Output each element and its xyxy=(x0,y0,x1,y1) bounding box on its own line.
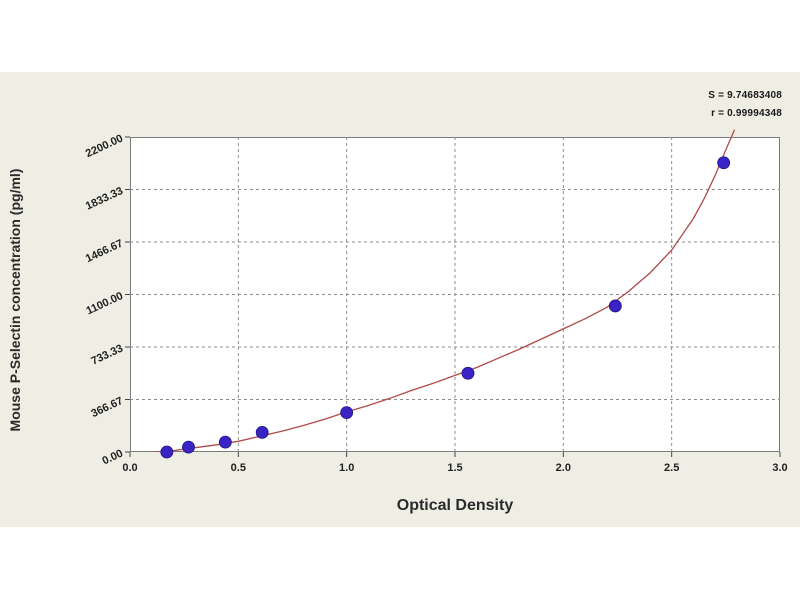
y-tick-label: 0.00 xyxy=(100,447,124,467)
x-tick-label: 1.5 xyxy=(447,462,462,474)
y-tick-label: 1100.00 xyxy=(84,290,125,317)
data-point xyxy=(255,425,269,439)
s-statistic: S = 9.74683408 xyxy=(708,90,782,101)
data-point xyxy=(608,299,622,313)
x-tick-label: 0.5 xyxy=(231,462,246,474)
y-tick-label: 733.33 xyxy=(89,342,125,367)
y-axis-label: Mouse P-Selectin concentration (pg/ml) xyxy=(7,168,23,432)
fit-curve xyxy=(155,129,736,452)
data-point xyxy=(461,366,475,380)
y-tick-label: 366.67 xyxy=(89,395,125,420)
x-tick-label: 2.5 xyxy=(664,462,679,474)
data-point xyxy=(182,440,195,454)
y-tick-label: 2200.00 xyxy=(84,132,125,160)
data-point xyxy=(340,406,354,420)
x-tick-label: 3.0 xyxy=(772,462,787,474)
y-tick-label: 1466.67 xyxy=(84,237,125,265)
x-tick-label: 2.0 xyxy=(556,462,571,474)
y-tick-label: 1833.33 xyxy=(84,185,125,213)
data-point xyxy=(218,435,232,449)
data-point xyxy=(717,156,731,170)
r-statistic: r = 0.99994348 xyxy=(711,108,782,119)
x-tick-label: 1.0 xyxy=(339,462,354,474)
data-point xyxy=(160,445,174,459)
x-axis-label: Optical Density xyxy=(396,497,514,514)
x-tick-label: 0.0 xyxy=(122,462,137,474)
